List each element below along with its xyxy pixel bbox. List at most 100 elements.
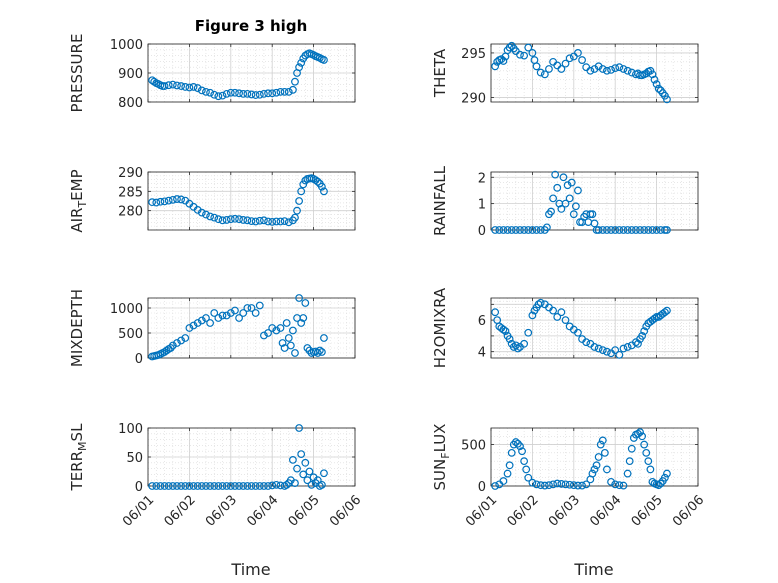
data-point xyxy=(168,482,177,490)
data-point xyxy=(168,80,177,89)
data-point xyxy=(644,226,653,234)
data-point xyxy=(289,326,297,335)
data-point xyxy=(150,77,159,86)
data-point xyxy=(611,480,620,489)
data-point xyxy=(642,448,651,457)
y-axis-label-subscript: M xyxy=(76,441,89,451)
data-point xyxy=(231,214,239,223)
data-point xyxy=(291,77,299,86)
data-point xyxy=(320,187,328,196)
data-point xyxy=(553,479,562,488)
data-point xyxy=(320,56,328,64)
y-axis-label: H2OMIXRA xyxy=(431,287,449,368)
data-point xyxy=(181,482,190,490)
data-point xyxy=(173,81,181,90)
data-point xyxy=(189,83,198,91)
data-point xyxy=(652,80,661,89)
x-tick-label: 06/04 xyxy=(244,493,281,530)
data-point xyxy=(663,469,671,478)
data-point xyxy=(594,344,603,353)
data-point xyxy=(218,91,227,100)
data-point xyxy=(291,213,299,222)
data-point xyxy=(586,66,595,75)
data-point xyxy=(499,477,508,485)
data-point xyxy=(545,65,553,73)
data-point xyxy=(607,65,615,74)
y-tick-label: 1 xyxy=(478,198,486,213)
data-point xyxy=(501,327,510,336)
y-tick-label: 900 xyxy=(118,67,143,82)
data-point xyxy=(239,216,248,224)
data-point xyxy=(524,328,533,337)
data-point xyxy=(260,216,268,225)
y-tick-label: 50 xyxy=(126,451,143,466)
data-point xyxy=(177,195,186,204)
data-point xyxy=(499,325,508,334)
data-point xyxy=(565,194,574,203)
data-point xyxy=(235,89,243,98)
data-point xyxy=(243,482,252,490)
data-point xyxy=(301,458,310,467)
data-point xyxy=(654,481,663,490)
data-point xyxy=(499,226,508,234)
x-tick-label: 06/01 xyxy=(463,493,500,530)
data-point xyxy=(663,226,671,234)
data-point xyxy=(218,216,227,225)
data-point xyxy=(255,301,264,310)
data-point xyxy=(638,331,647,340)
y-axis-label-tail: EMP xyxy=(68,169,86,200)
data-point xyxy=(603,226,611,234)
data-point xyxy=(557,480,566,488)
data-point xyxy=(185,324,194,332)
data-point xyxy=(540,481,549,490)
data-point xyxy=(222,482,231,490)
data-point xyxy=(197,482,206,490)
plot-area xyxy=(491,298,698,358)
data-point xyxy=(293,464,301,473)
data-point xyxy=(299,470,308,479)
data-point xyxy=(505,461,514,470)
data-point xyxy=(557,308,566,317)
data-point xyxy=(251,91,260,99)
data-point xyxy=(303,476,312,485)
data-point xyxy=(588,210,597,219)
y-axis-label: AIRTEMP xyxy=(68,169,89,232)
data-point xyxy=(565,480,574,489)
data-point xyxy=(634,339,642,348)
data-point xyxy=(607,226,615,234)
y-axis-label-text: MIXDEPTH xyxy=(68,289,86,367)
data-point xyxy=(272,88,281,97)
data-point xyxy=(503,226,512,234)
y-axis-label: TERRMSL xyxy=(68,423,89,492)
data-point xyxy=(226,88,235,97)
data-point xyxy=(177,336,186,345)
data-point xyxy=(272,326,281,335)
y-axis-label-tail: LUX xyxy=(431,424,449,453)
data-point xyxy=(173,339,181,347)
y-axis-label: RAINFALL xyxy=(431,165,449,236)
data-point xyxy=(654,84,663,93)
data-point xyxy=(177,482,186,490)
data-point xyxy=(231,88,239,97)
data-point xyxy=(268,217,277,226)
data-point xyxy=(623,226,632,234)
data-point xyxy=(574,49,582,57)
data-point xyxy=(592,461,601,470)
data-point xyxy=(505,43,514,52)
data-point xyxy=(607,477,615,486)
data-point xyxy=(206,319,215,327)
data-point xyxy=(177,82,186,90)
data-point xyxy=(660,308,669,317)
data-point xyxy=(623,469,632,478)
y-tick-label: 0 xyxy=(135,480,143,495)
data-point xyxy=(578,56,586,64)
data-point xyxy=(567,178,576,187)
data-point xyxy=(264,329,272,337)
data-point xyxy=(578,481,586,490)
data-point xyxy=(152,482,161,490)
data-point xyxy=(284,334,293,342)
y-tick-label: 100 xyxy=(118,422,143,437)
data-point xyxy=(226,482,235,490)
data-point xyxy=(524,473,533,482)
